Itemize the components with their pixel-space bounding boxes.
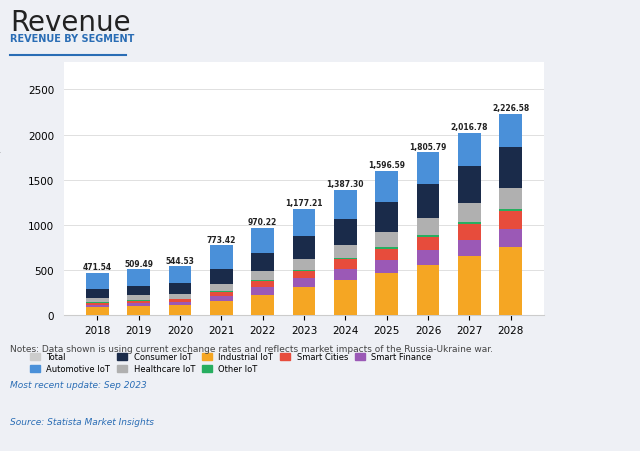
Bar (375, 261, 398, 273)
Bar (292, 279, 316, 288)
Bar (458, 225, 481, 240)
Bar (292, 270, 316, 272)
Bar (168, 300, 191, 302)
Text: 509.49: 509.49 (124, 259, 153, 268)
Bar (168, 294, 191, 299)
Bar (458, 134, 481, 167)
Legend: Total, Automotive IoT, Consumer IoT, Healthcare IoT, Industrial IoT, Other IoT, : Total, Automotive IoT, Consumer IoT, Hea… (30, 353, 431, 373)
Bar (168, 267, 191, 284)
Bar (499, 247, 522, 316)
Bar (210, 269, 233, 284)
Bar (499, 115, 522, 148)
Bar (252, 228, 274, 253)
Bar (168, 299, 191, 300)
Bar (210, 291, 233, 292)
Bar (417, 218, 440, 235)
Text: 773.42: 773.42 (207, 235, 236, 244)
Bar (292, 259, 316, 270)
Bar (499, 148, 522, 189)
Bar (252, 253, 274, 272)
Bar (334, 246, 356, 258)
Text: 1,596.59: 1,596.59 (368, 161, 405, 170)
Bar (252, 281, 274, 288)
Bar (458, 240, 481, 256)
Bar (86, 303, 109, 305)
Bar (127, 304, 150, 307)
Bar (127, 307, 150, 316)
Bar (375, 172, 398, 202)
Y-axis label: in billion USD (US$): in billion USD (US$) (0, 145, 1, 234)
Bar (499, 230, 522, 247)
Bar (458, 223, 481, 225)
Bar (417, 153, 440, 185)
Bar (458, 204, 481, 223)
Bar (168, 306, 191, 316)
Text: Most recent update: Sep 2023: Most recent update: Sep 2023 (10, 380, 147, 389)
Bar (499, 189, 522, 210)
Bar (458, 256, 481, 316)
Bar (375, 249, 398, 261)
Bar (210, 292, 233, 296)
Bar (86, 289, 109, 298)
Bar (375, 202, 398, 232)
Text: 471.54: 471.54 (83, 262, 112, 272)
Bar (417, 235, 440, 237)
Bar (86, 305, 109, 308)
Text: 970.22: 970.22 (248, 217, 277, 226)
Bar (252, 272, 274, 281)
Bar (127, 270, 150, 286)
Bar (334, 258, 356, 260)
Bar (127, 286, 150, 296)
Bar (210, 284, 233, 291)
Text: 544.53: 544.53 (166, 256, 195, 265)
Text: REVENUE BY SEGMENT: REVENUE BY SEGMENT (10, 34, 135, 44)
Bar (375, 232, 398, 247)
Bar (499, 212, 522, 230)
Bar (86, 308, 109, 316)
Bar (86, 298, 109, 303)
Bar (86, 273, 109, 289)
Bar (292, 272, 316, 279)
Bar (334, 260, 356, 270)
Text: 2,016.78: 2,016.78 (451, 123, 488, 132)
Text: 1,177.21: 1,177.21 (285, 199, 323, 208)
Bar (334, 270, 356, 281)
Text: Source: Statista Market Insights: Source: Statista Market Insights (10, 417, 154, 426)
Bar (334, 220, 356, 246)
Bar (210, 246, 233, 269)
Bar (375, 273, 398, 316)
Text: Notes: Data shown is using current exchange rates and reflects market impacts of: Notes: Data shown is using current excha… (10, 344, 493, 353)
Bar (210, 301, 233, 316)
Bar (292, 237, 316, 259)
Bar (334, 281, 356, 316)
Bar (292, 288, 316, 316)
Bar (417, 237, 440, 251)
Bar (375, 247, 398, 249)
Bar (499, 210, 522, 212)
Text: Revenue: Revenue (10, 9, 131, 37)
Bar (334, 191, 356, 220)
Bar (127, 296, 150, 301)
Bar (252, 288, 274, 295)
Bar (252, 295, 274, 316)
Bar (417, 185, 440, 218)
Bar (458, 167, 481, 204)
Text: 1,805.79: 1,805.79 (410, 142, 447, 151)
Text: 2,226.58: 2,226.58 (492, 104, 529, 113)
Bar (127, 301, 150, 304)
Text: 1,387.30: 1,387.30 (326, 180, 364, 189)
Bar (417, 251, 440, 265)
Bar (417, 265, 440, 316)
Bar (292, 210, 316, 237)
Bar (168, 284, 191, 294)
Bar (210, 296, 233, 301)
Bar (168, 302, 191, 306)
